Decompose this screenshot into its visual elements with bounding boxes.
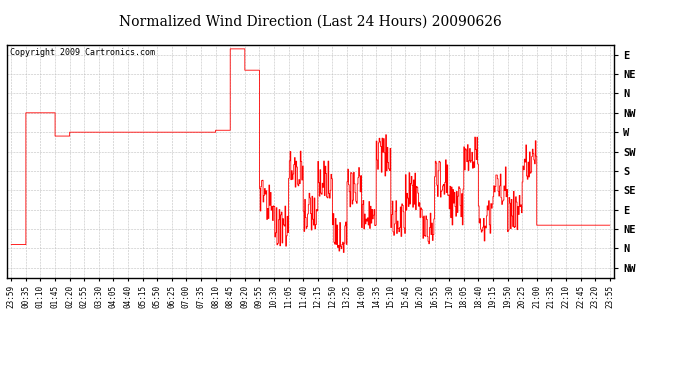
Text: Copyright 2009 Cartronics.com: Copyright 2009 Cartronics.com	[10, 48, 155, 57]
Text: Normalized Wind Direction (Last 24 Hours) 20090626: Normalized Wind Direction (Last 24 Hours…	[119, 15, 502, 29]
